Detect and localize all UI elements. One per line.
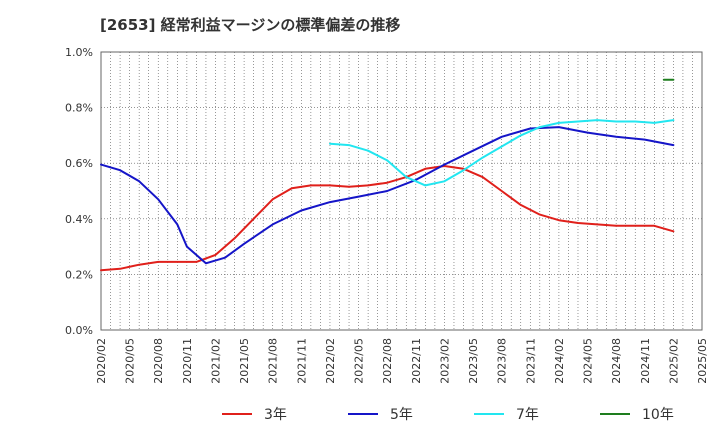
y-tick-label: 0.8%	[65, 102, 93, 115]
grid-layer	[100, 51, 703, 331]
series-line	[100, 126, 675, 265]
x-tick-label: 2023/05	[467, 338, 480, 384]
x-tick-label: 2020/02	[95, 338, 108, 384]
axis-layer: 0.0% 0.2% 0.4% 0.6% 0.8% 1.0% 2020/02 2020/05 20…	[65, 46, 709, 384]
x-tick-label: 2021/08	[267, 338, 280, 384]
legend-layer: 3年 5年 7年 10年	[222, 407, 674, 423]
y-tick-label: 0.6%	[65, 157, 93, 170]
y-tick-label: 0.4%	[65, 213, 93, 226]
x-tick-label: 2022/11	[410, 338, 423, 384]
x-tick-label: 2020/08	[152, 338, 165, 384]
x-tick-label: 2023/11	[524, 338, 537, 384]
legend-label: 5年	[390, 407, 413, 423]
series-line	[100, 165, 675, 272]
chart-title: [2653] 経常利益マージンの標準偏差の推移	[100, 16, 401, 34]
x-tick-label: 2021/05	[238, 338, 251, 384]
x-tick-label: 2022/05	[353, 338, 366, 384]
x-tick-label: 2021/02	[209, 338, 222, 384]
legend-label: 7年	[516, 407, 539, 423]
x-tick-label: 2021/11	[295, 338, 308, 384]
y-tick-label: 0.2%	[65, 268, 93, 281]
series-line	[329, 119, 675, 187]
y-tick-label: 0.0%	[65, 324, 93, 337]
plot-frame	[100, 51, 703, 331]
x-tick-label: 2025/02	[667, 338, 680, 384]
x-tick-label: 2022/08	[381, 338, 394, 384]
x-tick-label: 2023/08	[496, 338, 509, 384]
y-tick-label: 1.0%	[65, 46, 93, 59]
legend-label: 3年	[264, 407, 287, 423]
x-tick-label: 2024/08	[610, 338, 623, 384]
series-layer	[100, 78, 675, 272]
legend-label: 10年	[642, 407, 674, 423]
x-tick-label: 2020/11	[181, 338, 194, 384]
x-tick-label: 2023/02	[438, 338, 451, 384]
x-tick-label: 2024/05	[582, 338, 595, 384]
x-tick-label: 2024/11	[639, 338, 652, 384]
x-tick-label: 2020/05	[124, 338, 137, 384]
x-tick-label: 2022/02	[324, 338, 337, 384]
x-tick-label: 2024/02	[553, 338, 566, 384]
x-tick-label: 2025/05	[696, 338, 709, 384]
